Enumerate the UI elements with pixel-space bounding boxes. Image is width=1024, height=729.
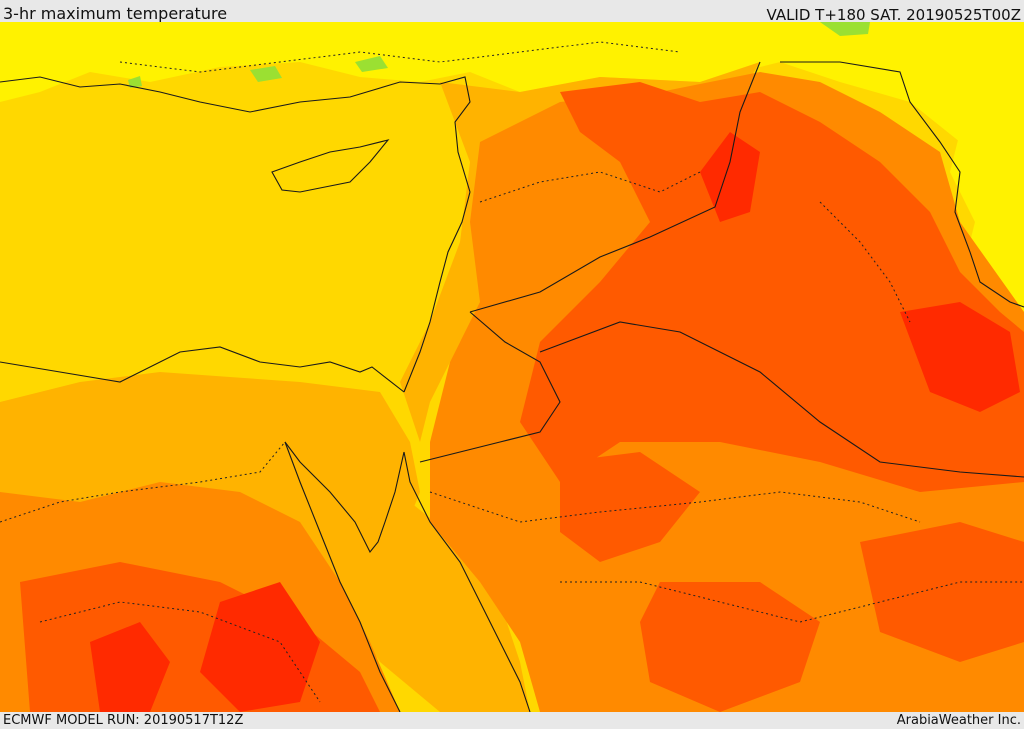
egypt-north-coast [0,346,405,393]
temp-zone-red-orange-arabia [560,452,700,562]
temp-zone-green-2 [250,66,282,82]
red-sea-west-coast [284,441,401,712]
gulf-of-suez [284,441,405,554]
iraq-west-border [469,61,761,313]
temp-zone-red-orange-iraq [520,82,1024,492]
temperature-map [0,22,1024,712]
map-boundaries [0,61,1024,712]
cyprus-outline [271,139,390,193]
temp-zone-red-orange-se [860,522,1024,662]
temp-zone-red-orange-south [640,582,820,712]
model-run-label: ECMWF MODEL RUN: 20190517T12Z [3,713,244,728]
temp-zone-red-core-4 [90,622,170,712]
temp-zone-green-1 [820,22,870,36]
credit-label: ArabiaWeather Inc. [896,713,1021,728]
temp-zone-red-core-1 [700,132,760,222]
valid-time-label: VALID T+180 SAT. 20190525T00Z [766,6,1021,24]
temp-zone-green-4 [128,76,142,88]
arabia-internal-border-2 [560,581,1024,623]
temp-zone-yellow-north [0,22,1024,142]
levant-coast [403,191,471,393]
temp-zone-green-3 [355,56,388,72]
map-title: 3-hr maximum temperature [3,4,228,23]
iran-border [780,61,1024,308]
arabia-internal-border-1 [429,491,921,523]
red-sea-east-coast [403,451,531,712]
temp-zone-red-core-2 [900,302,1020,412]
turkey-south-coast [0,76,471,193]
footer-bar [0,712,1024,729]
saudi-iraq-border [539,321,1024,478]
turkey-internal-border [119,41,681,73]
jordan-border [419,311,561,463]
iraq-internal-border [819,201,911,323]
map-borders-dotted [0,41,1024,703]
temp-zone-red-core-3 [200,582,320,712]
temp-zone-gold-redsea [340,502,530,712]
header-bar [0,0,1024,22]
